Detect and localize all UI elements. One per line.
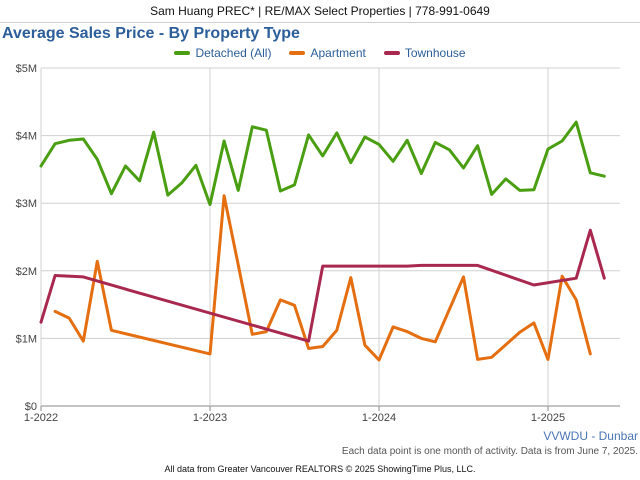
legend-swatch-detached bbox=[174, 51, 191, 55]
series-line-apartment bbox=[53, 194, 592, 362]
legend-item-apartment[interactable]: Apartment bbox=[289, 46, 366, 60]
y-tick-label: $2M bbox=[16, 266, 37, 278]
x-tick-label: 1-2023 bbox=[193, 412, 227, 424]
y-tick-label: $1M bbox=[16, 333, 37, 345]
x-tick-label: 1-2025 bbox=[531, 412, 565, 424]
header-text: Sam Huang PREC* | RE/MAX Select Properti… bbox=[150, 4, 490, 18]
y-tick-label: $4M bbox=[16, 131, 37, 143]
x-tick-label: 1-2024 bbox=[362, 412, 396, 424]
y-tick-label: $5M bbox=[16, 63, 37, 75]
header-bar: Sam Huang PREC* | RE/MAX Select Properti… bbox=[0, 0, 640, 23]
chart-legend: Detached (All) Apartment Townhouse bbox=[0, 46, 640, 60]
legend-item-townhouse[interactable]: Townhouse bbox=[383, 46, 466, 60]
series-line-detached bbox=[39, 120, 606, 207]
legend-swatch-townhouse bbox=[383, 51, 400, 55]
chart-title: Average Sales Price - By Property Type bbox=[2, 25, 300, 42]
footer-credit: All data from Greater Vancouver REALTORS… bbox=[164, 464, 476, 474]
y-tick-label: $0 bbox=[25, 401, 37, 413]
data-note: Each data point is one month of activity… bbox=[341, 446, 638, 457]
x-tick-label: 1-2022 bbox=[24, 412, 58, 424]
legend-label-detached: Detached (All) bbox=[195, 46, 272, 60]
legend-label-townhouse: Townhouse bbox=[404, 46, 466, 60]
watermark: VVWDU - Dunbar bbox=[543, 429, 638, 443]
y-tick-label: $3M bbox=[16, 198, 37, 210]
legend-label-apartment: Apartment bbox=[310, 46, 366, 60]
legend-item-detached[interactable]: Detached (All) bbox=[174, 46, 271, 60]
legend-swatch-apartment bbox=[289, 51, 306, 55]
series-line-townhouse bbox=[39, 228, 606, 343]
